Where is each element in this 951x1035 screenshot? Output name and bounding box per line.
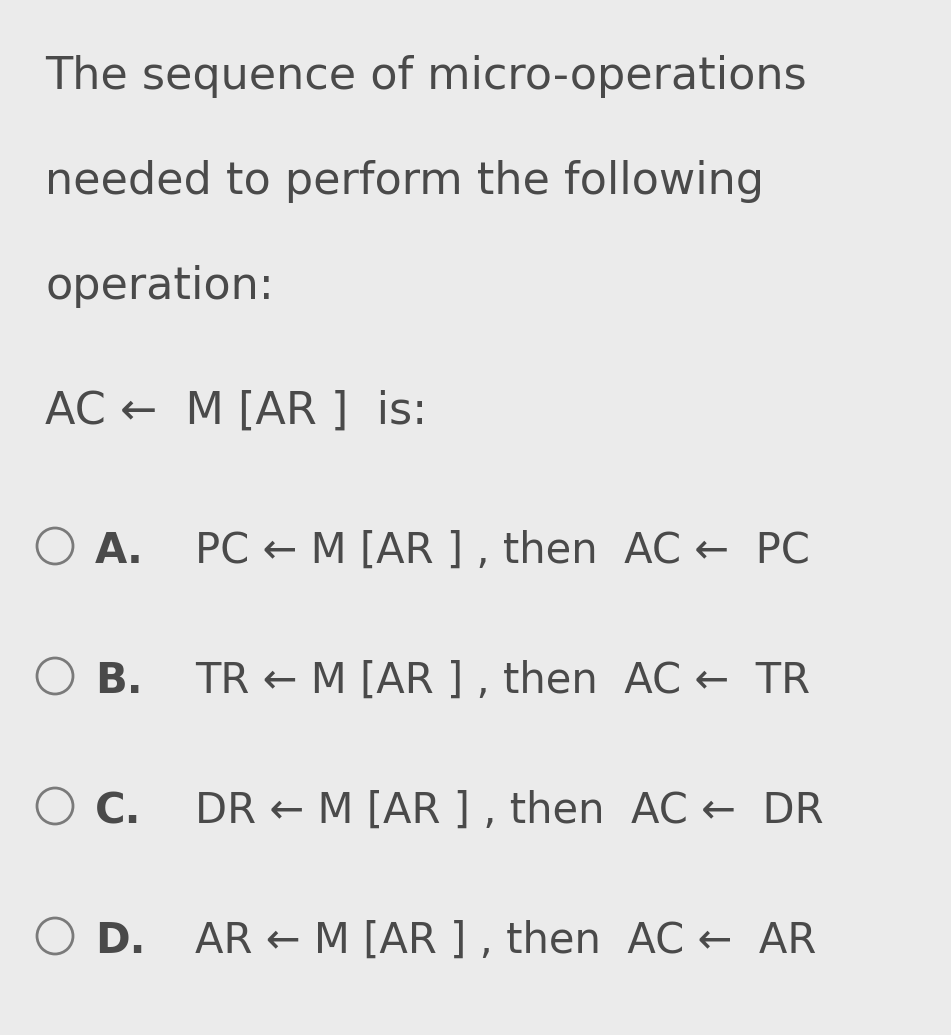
Text: A.: A.	[95, 530, 144, 572]
Text: AC ←  M [AR ]  is:: AC ← M [AR ] is:	[45, 390, 427, 433]
Text: PC ← M [AR ] , then  AC ←  PC: PC ← M [AR ] , then AC ← PC	[195, 530, 810, 572]
Text: C.: C.	[95, 790, 142, 832]
Text: AR ← M [AR ] , then  AC ←  AR: AR ← M [AR ] , then AC ← AR	[195, 920, 816, 962]
Text: B.: B.	[95, 660, 143, 702]
Text: TR ← M [AR ] , then  AC ←  TR: TR ← M [AR ] , then AC ← TR	[195, 660, 810, 702]
Text: The sequence of micro-operations: The sequence of micro-operations	[45, 55, 806, 98]
Text: operation:: operation:	[45, 265, 274, 308]
Text: D.: D.	[95, 920, 146, 962]
Text: DR ← M [AR ] , then  AC ←  DR: DR ← M [AR ] , then AC ← DR	[195, 790, 824, 832]
Text: needed to perform the following: needed to perform the following	[45, 160, 764, 203]
